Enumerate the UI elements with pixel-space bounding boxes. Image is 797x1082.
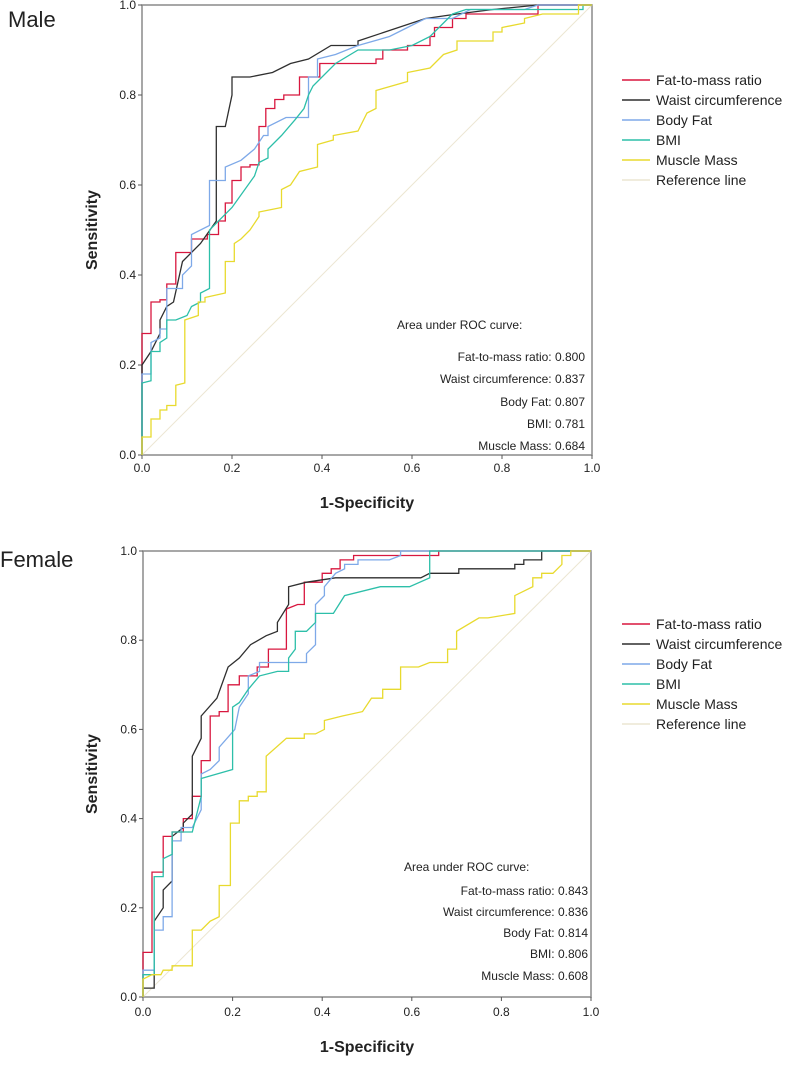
series-line-bmi [141, 4, 592, 455]
legend-label: Fat-to-mass ratio [656, 72, 762, 88]
y-tick-label: 1.0 [119, 0, 136, 12]
female-roc-panel: Female 0.0 0.2 0.4 0.6 0.8 1.0 0.0 0.2 0.4 0.6 0.8 1… [0, 544, 783, 1056]
legend-label: BMI [656, 132, 681, 148]
legend-label: Fat-to-mass ratio [656, 616, 762, 632]
y-tick-label: 0.0 [120, 990, 137, 1004]
auc-title: Area under ROC curve: [397, 318, 522, 332]
x-tick-label: 0.0 [135, 1005, 152, 1019]
legend-label: Muscle Mass [656, 152, 738, 168]
auc-value-label: Waist circumference: 0.837 [440, 372, 585, 386]
series-line-muscle-mass [142, 550, 591, 997]
auc-value-label: Body Fat: 0.807 [500, 395, 585, 409]
y-tick-label: 0.2 [120, 901, 137, 915]
x-tick-label: 0.0 [134, 461, 151, 475]
series-line-fat-to-mass-ratio [141, 4, 592, 455]
legend-label: Reference line [656, 716, 746, 732]
y-tick-label: 0.4 [120, 812, 137, 826]
legend-label: BMI [656, 676, 681, 692]
legend-label: Muscle Mass [656, 696, 738, 712]
auc-value-label: Fat-to-mass ratio: 0.800 [458, 350, 586, 364]
x-tick-label: 0.6 [403, 1005, 420, 1019]
auc-value-label: Fat-to-mass ratio: 0.843 [461, 884, 589, 898]
series-line-bmi [142, 550, 591, 997]
x-tick-label: 0.4 [314, 1005, 331, 1019]
y-axis-label: Sensitivity [84, 734, 101, 814]
series-line-body-fat [142, 550, 591, 997]
auc-value-label: Muscle Mass: 0.684 [478, 439, 585, 453]
y-tick-label: 0.8 [119, 88, 136, 102]
series-line-reference-line [141, 4, 593, 456]
x-axis-label: 1-Specificity [320, 1039, 414, 1056]
legend-label: Waist circumference [656, 92, 783, 108]
legend-label: Reference line [656, 172, 746, 188]
series-line-waist-circumference [142, 550, 591, 997]
auc-value-label: BMI: 0.781 [527, 417, 585, 431]
auc-value-label: Muscle Mass: 0.608 [481, 969, 588, 983]
y-tick-label: 0.0 [119, 448, 136, 462]
series-line-body-fat [141, 4, 592, 455]
y-axis-label: Sensitivity [84, 190, 101, 270]
x-tick-label: 0.2 [224, 461, 241, 475]
panel-title: Male [8, 7, 56, 32]
x-axis-label: 1-Specificity [320, 495, 414, 512]
y-tick-label: 0.6 [119, 178, 136, 192]
male-roc-panel: Male 0.0 0.2 0.4 0.6 0.8 1.0 0.0 0.2 0.4 0.6 0.8 1.0… [8, 0, 783, 512]
auc-value-label: Body Fat: 0.814 [503, 926, 588, 940]
legend-label: Waist circumference [656, 636, 783, 652]
legend-label: Body Fat [656, 656, 712, 672]
auc-value-label: Waist circumference: 0.836 [443, 905, 588, 919]
x-tick-label: 1.0 [583, 1005, 600, 1019]
panel-title: Female [0, 547, 73, 572]
y-tick-label: 0.8 [120, 633, 137, 647]
x-tick-label: 0.2 [224, 1005, 241, 1019]
auc-title: Area under ROC curve: [404, 860, 529, 874]
auc-value-label: BMI: 0.806 [530, 947, 588, 961]
series-line-waist-circumference [141, 4, 592, 455]
x-tick-label: 0.4 [314, 461, 331, 475]
x-tick-label: 0.8 [493, 1005, 510, 1019]
y-tick-label: 0.6 [120, 722, 137, 736]
x-tick-label: 0.6 [404, 461, 421, 475]
series-line-reference-line [142, 550, 592, 998]
y-tick-label: 0.2 [119, 358, 136, 372]
y-tick-label: 1.0 [120, 544, 137, 558]
y-tick-label: 0.4 [119, 268, 136, 282]
series-line-muscle-mass [141, 4, 592, 455]
x-tick-label: 1.0 [584, 461, 601, 475]
x-tick-label: 0.8 [494, 461, 511, 475]
legend-label: Body Fat [656, 112, 712, 128]
